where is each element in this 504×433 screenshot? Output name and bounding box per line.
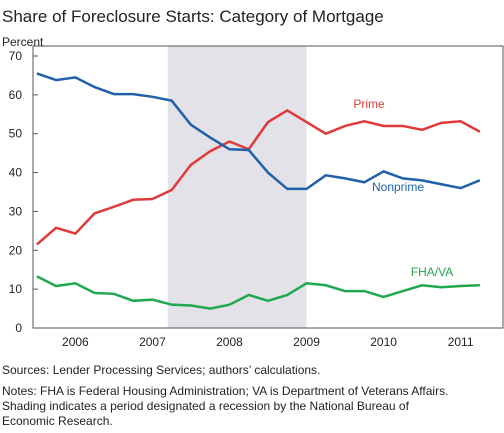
series-line: [36, 108, 481, 246]
note: Economic Research.: [2, 414, 113, 428]
series-line: [36, 72, 481, 191]
note: Notes: FHA is Federal Housing Administra…: [2, 384, 448, 398]
x-tick-label: 2009: [293, 335, 320, 349]
y-tick-label: 50: [9, 127, 23, 141]
x-tick-label: 2010: [370, 335, 397, 349]
y-tick-label: 10: [9, 282, 23, 296]
series-label: FHA/VA: [411, 265, 453, 279]
x-tick-label: 2006: [62, 335, 89, 349]
chart-title: Share of Foreclosure Starts: Category of…: [2, 7, 384, 26]
note: Shading indicates a period designated a …: [2, 399, 410, 413]
series-line: [36, 275, 480, 310]
note: Sources: Lender Processing Services; aut…: [2, 363, 320, 377]
y-tick-label: 0: [15, 321, 22, 335]
series-label: Prime: [353, 97, 385, 111]
series-label: Nonprime: [372, 180, 424, 194]
x-tick-label: 2011: [448, 335, 474, 349]
x-tick-label: 2008: [216, 335, 243, 349]
y-tick-label: 20: [9, 243, 23, 257]
plot-frame: [32, 45, 504, 329]
y-tick-label: 70: [9, 49, 23, 63]
y-tick-label: 60: [9, 88, 23, 102]
x-tick-label: 2007: [139, 335, 166, 349]
y-tick-label: 30: [9, 204, 23, 218]
y-tick-label: 40: [9, 166, 23, 180]
y-axis-label: Percent: [2, 35, 44, 49]
